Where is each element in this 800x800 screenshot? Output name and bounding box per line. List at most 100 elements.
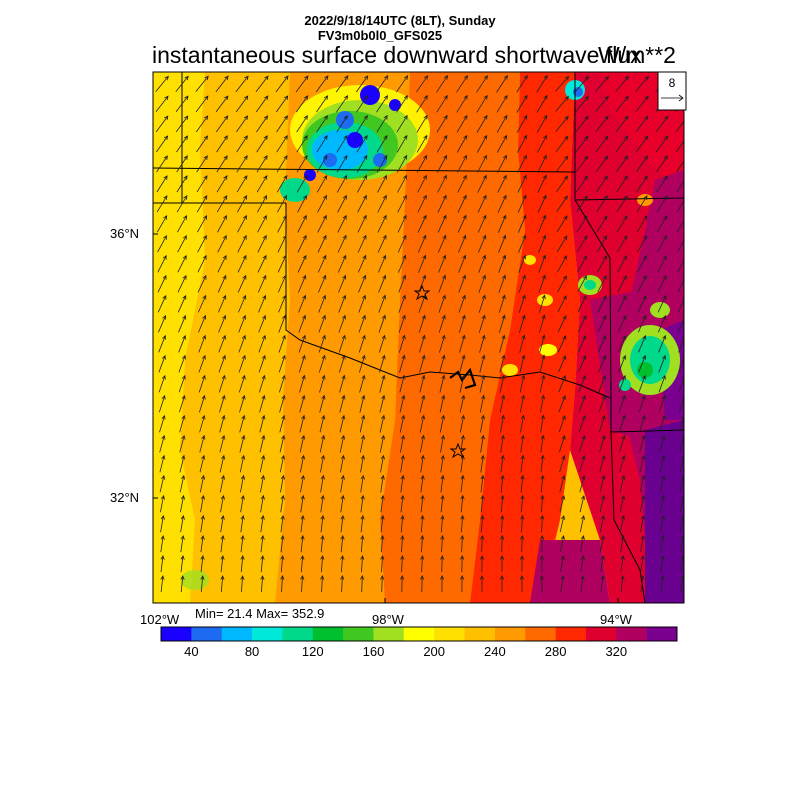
wind-arrow xyxy=(436,94,448,113)
wind-arrow xyxy=(158,314,167,333)
wind-arrow xyxy=(279,414,286,433)
wind-arrow xyxy=(640,554,645,573)
wind-arrow xyxy=(299,454,306,473)
wind-arrow xyxy=(396,134,408,153)
wind-arrow xyxy=(497,214,507,233)
wind-arrow xyxy=(436,114,448,133)
wind-arrow xyxy=(419,334,426,353)
wind-arrow xyxy=(500,474,505,493)
colorbar-frame xyxy=(160,626,678,642)
wind-arrow xyxy=(478,234,487,253)
wind-arrow xyxy=(620,514,625,533)
wind-arrow xyxy=(499,334,506,353)
wind-arrow xyxy=(578,334,587,353)
wind-arrow xyxy=(195,95,209,113)
wind-arrow xyxy=(175,95,189,113)
wind-arrow xyxy=(195,75,209,93)
wind-arrow xyxy=(159,474,166,493)
wind-arrow xyxy=(379,354,386,373)
wind-arrow xyxy=(276,174,288,193)
wind-arrow xyxy=(457,214,467,233)
wind-arrow xyxy=(555,75,570,92)
wind-arrow xyxy=(420,514,425,533)
wind-arrow xyxy=(656,195,668,213)
wind-arrow xyxy=(279,434,286,453)
colorbar-tick-label: 280 xyxy=(545,644,567,659)
wind-arrow xyxy=(638,334,647,353)
wind-arrow xyxy=(239,454,246,473)
wind-arrow xyxy=(197,234,207,253)
wind-arrow xyxy=(177,294,187,313)
wind-arrow xyxy=(437,194,447,213)
wind-arrow xyxy=(240,514,245,533)
wind-arrow xyxy=(657,275,667,293)
colorbar-swatch xyxy=(585,627,617,641)
wind-arrow xyxy=(617,294,627,313)
wind-arrow xyxy=(480,474,485,493)
wind-arrow xyxy=(556,235,568,253)
wind-arrow xyxy=(300,514,305,533)
wind-arrow xyxy=(479,334,486,353)
wind-arrow xyxy=(557,334,567,353)
wind-arrow xyxy=(380,514,385,533)
wind-arrow xyxy=(577,314,587,333)
wind-arrow xyxy=(656,215,668,233)
wind-arrow xyxy=(178,334,186,353)
wind-arrow xyxy=(597,294,607,313)
wind-arrow xyxy=(217,234,227,253)
wind-arrow xyxy=(155,95,169,113)
wind-arrow xyxy=(595,95,609,112)
wind-arrow xyxy=(580,555,585,573)
colorbar: 40 80 120 160 200 240 280 320 xyxy=(160,626,678,659)
wind-arrow xyxy=(277,274,287,293)
wind-arrow xyxy=(516,74,528,93)
wind-arrow xyxy=(438,314,446,333)
wind-arrow xyxy=(358,294,366,313)
wind-arrow xyxy=(219,414,226,433)
wind-arrow xyxy=(437,154,448,173)
wind-arrow xyxy=(460,454,465,473)
colorbar-swatch xyxy=(312,627,344,641)
wind-arrow xyxy=(160,494,165,513)
colorbar-swatch xyxy=(646,627,678,641)
wind-arrow xyxy=(159,454,166,473)
wind-arrow xyxy=(156,195,168,213)
wind-arrow xyxy=(655,115,669,133)
wind-arrow xyxy=(380,574,385,593)
wind-arrow xyxy=(316,95,329,113)
wind-arrow xyxy=(457,154,467,173)
wind-arrow xyxy=(440,534,445,553)
wind-arrow xyxy=(578,374,586,393)
wind-arrow xyxy=(340,534,345,553)
wind-arrow xyxy=(158,374,166,393)
wind-arrow xyxy=(236,175,248,193)
wind-arrow xyxy=(260,554,265,573)
wind-arrow xyxy=(599,494,606,513)
wind-arrow xyxy=(399,394,406,413)
wind-arrow xyxy=(457,194,467,213)
wind-arrow xyxy=(479,394,486,413)
wind-arrow xyxy=(240,474,245,493)
wind-arrow xyxy=(480,414,485,433)
wind-arrow xyxy=(280,494,285,513)
colorbar-swatch xyxy=(221,627,253,641)
wind-arrow xyxy=(258,314,266,333)
wind-arrow xyxy=(280,554,285,573)
wind-arrow xyxy=(356,154,368,173)
wind-arrow xyxy=(258,294,267,313)
wind-arrow xyxy=(477,154,487,173)
colorbar-swatch xyxy=(434,627,465,641)
wind-arrow xyxy=(540,474,545,493)
wind-arrow xyxy=(418,254,427,273)
wind-arrow xyxy=(180,554,185,573)
wind-arrow xyxy=(337,194,347,213)
wind-arrow xyxy=(256,135,268,153)
wind-arrow xyxy=(297,194,307,213)
colorbar-swatch xyxy=(525,627,556,641)
wind-arrow xyxy=(519,574,525,593)
wind-arrow xyxy=(618,354,626,373)
colorbar-tick-label: 320 xyxy=(605,644,627,659)
wind-arrow xyxy=(555,135,569,152)
wind-arrow xyxy=(377,174,387,193)
wind-arrow xyxy=(639,494,646,513)
